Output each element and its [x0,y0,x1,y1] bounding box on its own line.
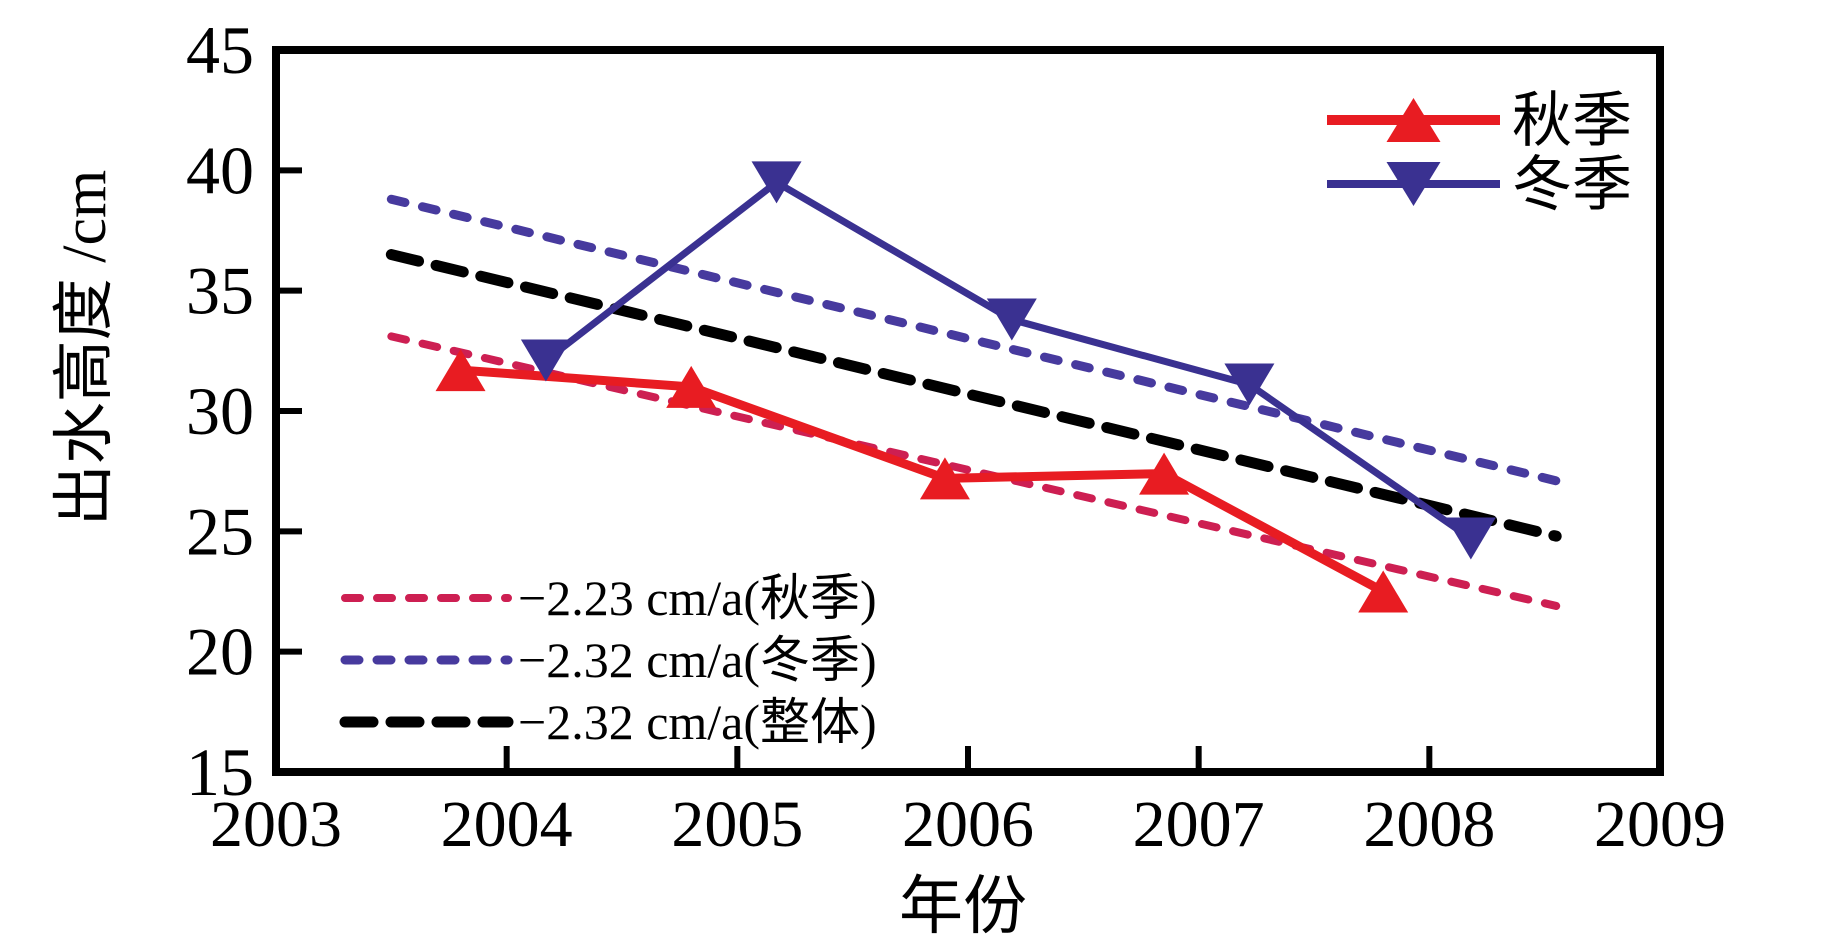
legend-autumn-label: 秋季 [1512,88,1632,154]
x-tick-label: 2003 [210,788,342,861]
autumn-series-marker [919,457,970,500]
trend-line-overall-trend [385,249,1562,542]
autumn-series-marker [1358,570,1409,613]
winter-series-marker [986,298,1037,341]
y-tick-label: 45 [186,12,254,88]
x-tick-label: 2007 [1133,788,1265,861]
trend-legend-winter-trend-label: −2.32 cm/a(冬季) [518,632,877,688]
x-tick-label: 2009 [1594,788,1726,861]
x-tick-label: 2005 [671,788,803,861]
trend-line-winter-trend [386,194,1561,486]
winter-series-marker [520,339,571,382]
legend-autumn-marker [1386,98,1441,142]
winter-series-marker [751,161,802,204]
autumn-series-marker [1139,452,1190,495]
x-tick-label: 2008 [1363,788,1495,861]
x-axis-title: 年份 [899,871,1027,942]
autumn-series-marker [435,349,486,392]
autumn-series-marker [666,365,717,408]
winter-series-marker [1445,517,1496,560]
y-tick-label: 20 [186,614,254,690]
y-tick-label: 25 [186,493,254,569]
legend-winter-marker [1386,162,1441,206]
y-tick-label: 30 [186,373,254,449]
x-tick-label: 2006 [902,788,1034,861]
trend-legend-autumn-trend-label: −2.23 cm/a(秋季) [518,570,877,626]
y-tick-label: 15 [186,734,254,810]
y-axis-title: 出水高度 /cm [51,170,119,526]
y-tick-label: 35 [186,253,254,329]
legend-winter-label: 冬季 [1512,152,1632,218]
trend-legend-overall-trend-label: −2.32 cm/a(整体) [518,694,877,750]
y-tick-label: 40 [186,132,254,208]
winter-series-marker [1224,363,1275,406]
x-tick-label: 2004 [441,788,573,861]
